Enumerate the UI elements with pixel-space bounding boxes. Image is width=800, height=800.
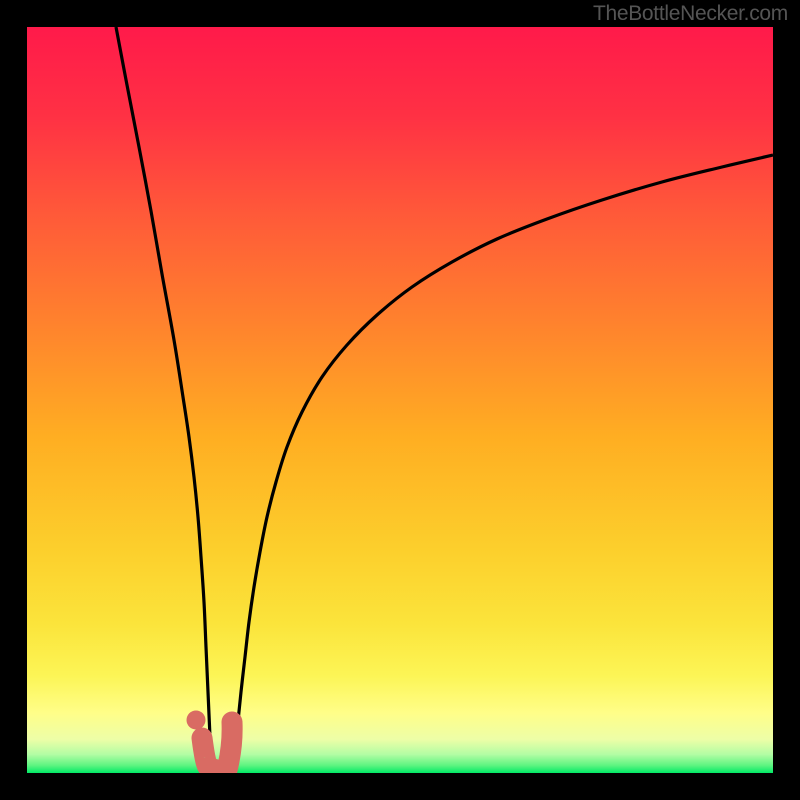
plot-area [27, 27, 773, 773]
chart-container: TheBottleNecker.com [0, 0, 800, 800]
chart-svg [27, 27, 773, 773]
watermark-text: TheBottleNecker.com [593, 2, 788, 26]
marker-dot [187, 711, 206, 730]
